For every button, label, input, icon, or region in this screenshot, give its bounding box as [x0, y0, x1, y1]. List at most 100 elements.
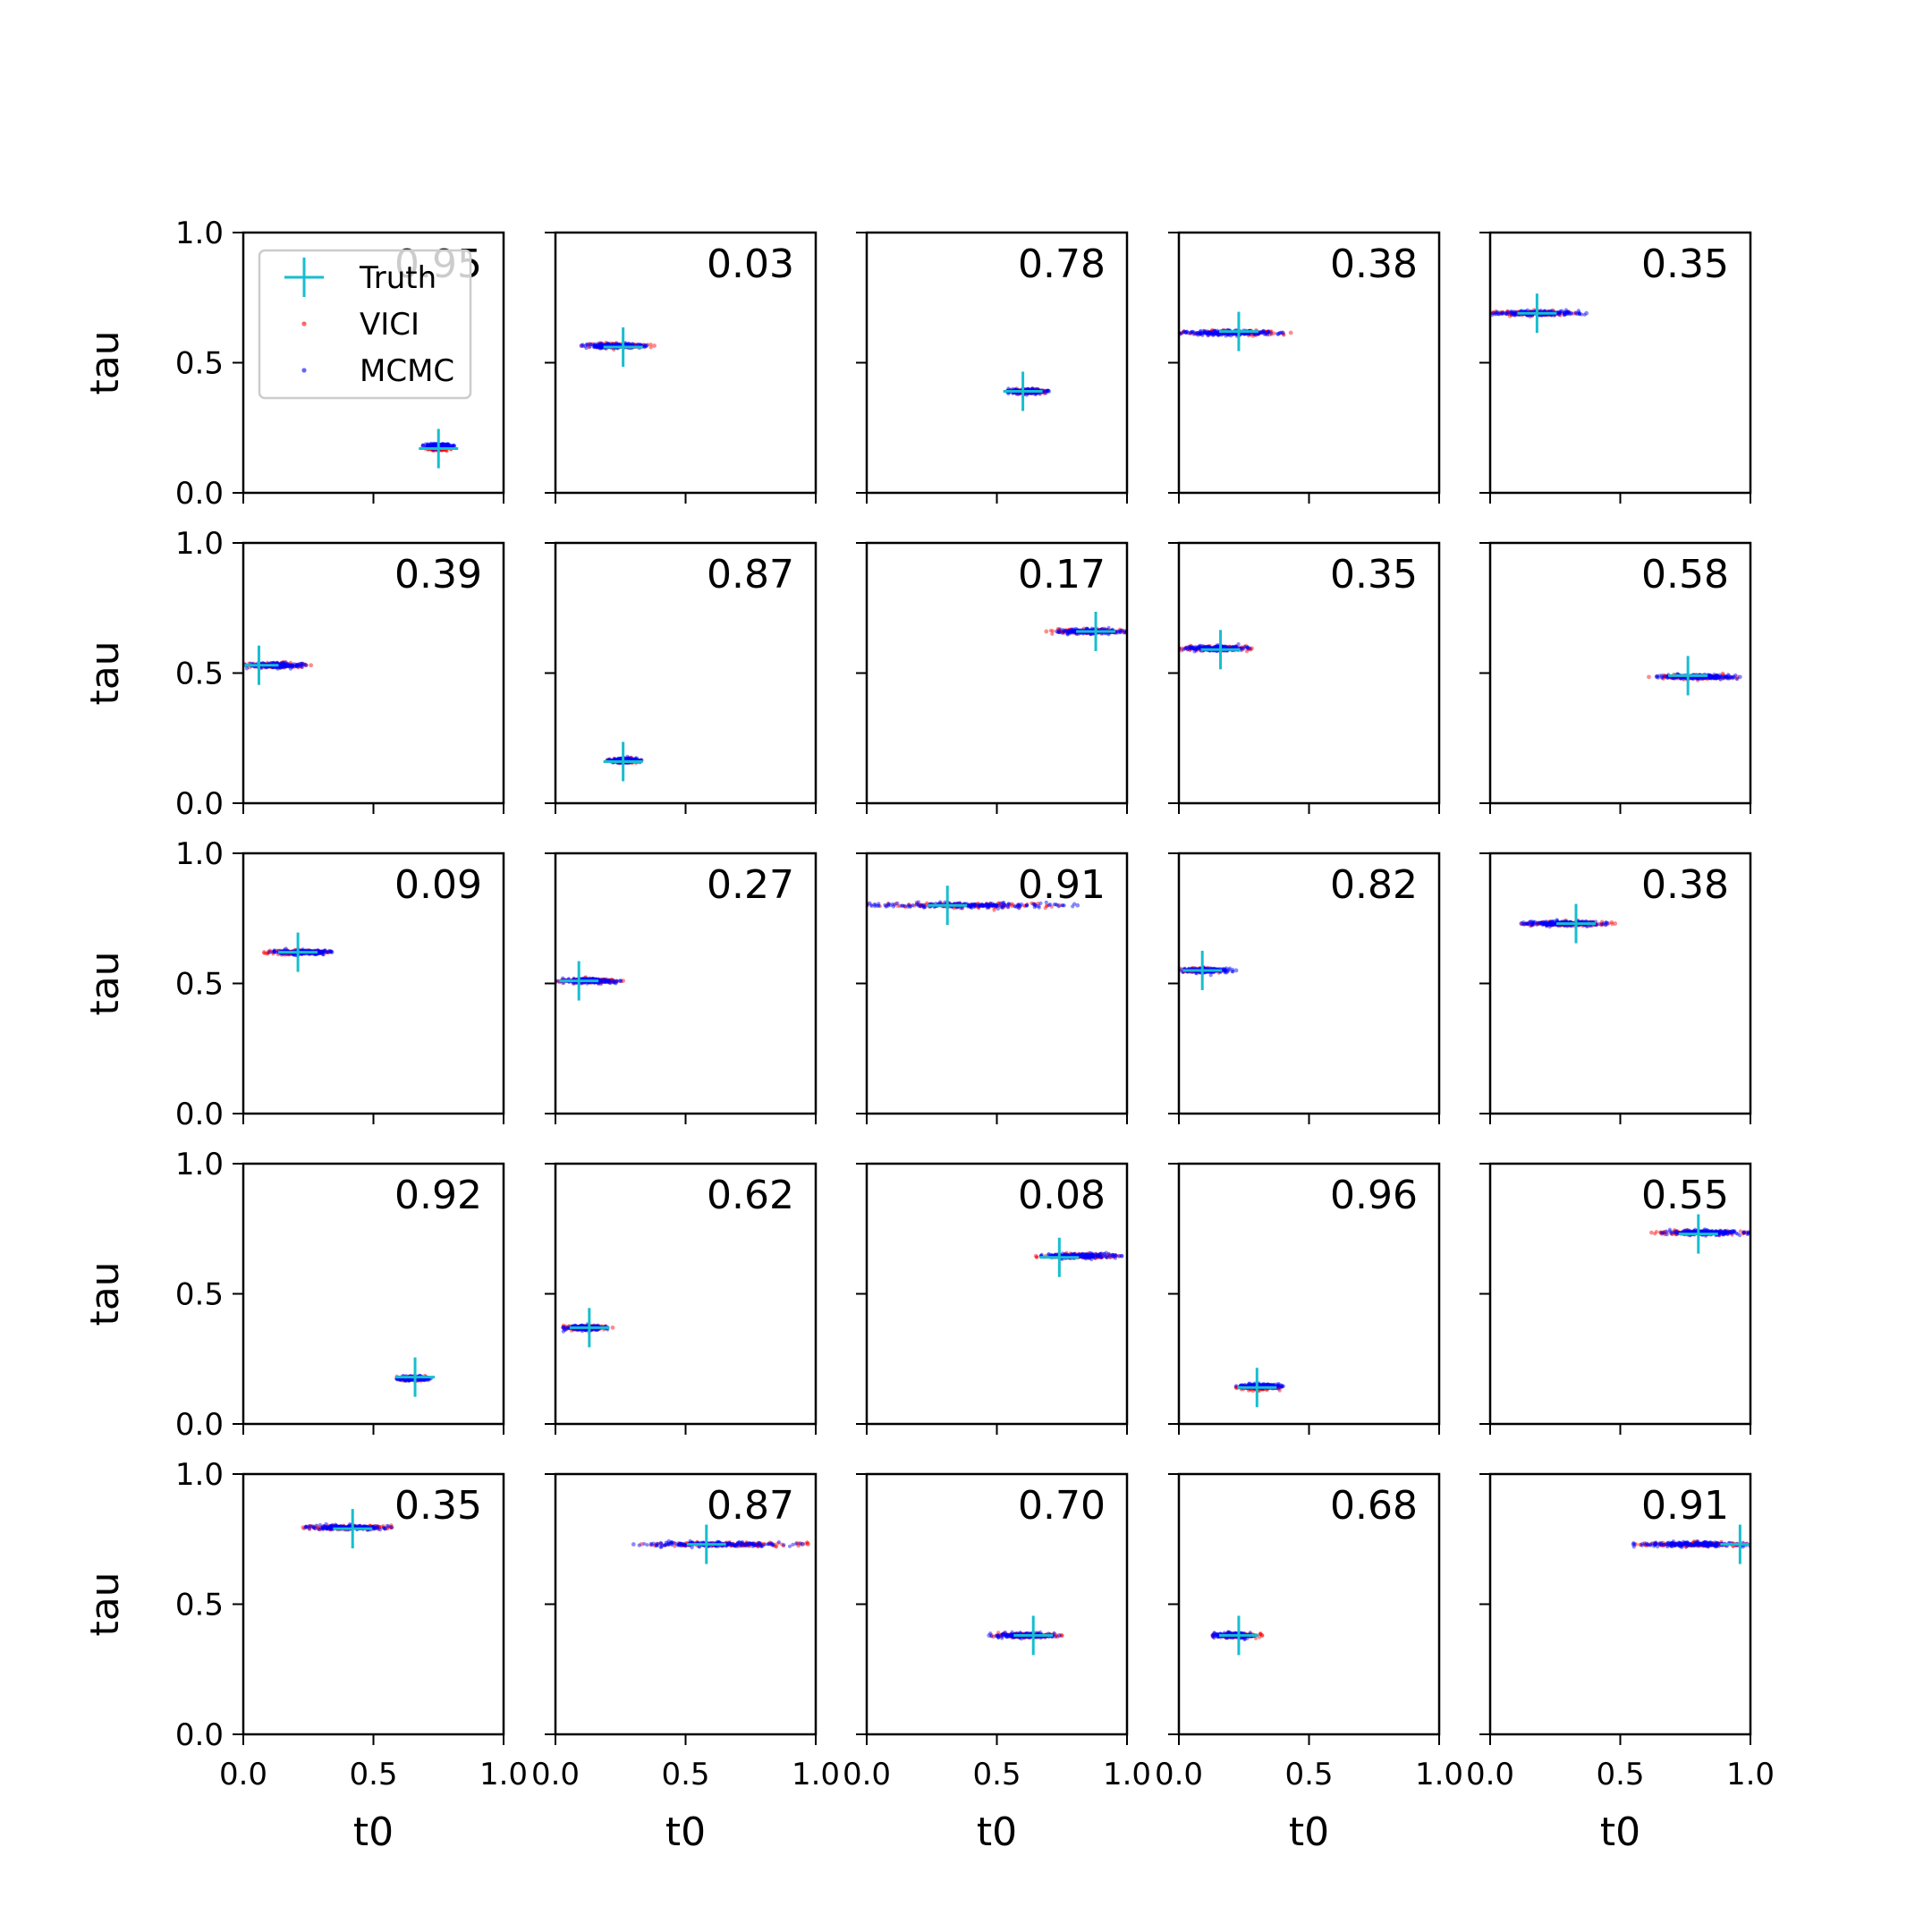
mcmc-samples-point	[1708, 674, 1713, 678]
vici-samples-point	[279, 661, 284, 665]
vici-samples-point	[1044, 629, 1049, 634]
vici-samples-point	[1212, 645, 1216, 649]
mcmc-samples-point	[285, 664, 290, 668]
vici-samples-point	[1243, 643, 1248, 648]
plot-area	[243, 645, 314, 685]
mcmc-samples-point	[1573, 310, 1578, 315]
vici-samples-point	[958, 901, 962, 905]
mcmc-samples-point	[1217, 333, 1222, 337]
vici-samples-point	[1056, 902, 1062, 908]
mcmc-samples-point	[1665, 675, 1670, 681]
vici-samples-point	[282, 663, 286, 667]
mcmc-samples-point	[1225, 332, 1230, 336]
mcmc-samples-point	[613, 757, 617, 761]
vici-samples-point	[599, 980, 604, 985]
mcmc-samples-point	[1718, 674, 1723, 679]
vici-samples-point	[282, 664, 287, 668]
mcmc-samples-point	[283, 664, 287, 669]
vici-samples-point	[285, 953, 290, 957]
mcmc-samples-point	[1214, 645, 1218, 649]
mcmc-samples-point	[1258, 330, 1264, 335]
mcmc-samples-point	[1205, 331, 1209, 336]
mcmc-samples-point	[1239, 332, 1243, 336]
vici-samples-point	[1201, 645, 1206, 649]
mcmc-samples-point	[1203, 329, 1208, 334]
mcmc-samples-point	[1277, 331, 1282, 335]
mcmc-samples-point	[1015, 903, 1021, 908]
mcmc-samples-point	[627, 757, 631, 761]
mcmc-samples-point	[1052, 902, 1056, 907]
mcmc-samples-point	[1724, 675, 1729, 680]
mcmc-samples-point	[873, 902, 877, 907]
vici-samples-point	[993, 905, 997, 910]
mcmc-samples-point	[642, 345, 647, 350]
vici-samples-point	[1222, 645, 1226, 649]
vici-samples-point	[606, 343, 610, 347]
vici-samples-point	[646, 343, 650, 347]
mcmc-samples-point	[1206, 330, 1210, 335]
vici-samples-point	[623, 757, 628, 761]
mcmc-samples-point	[1056, 630, 1062, 635]
mcmc-samples-point	[317, 949, 321, 953]
mcmc-samples-point	[1196, 645, 1200, 649]
vici-samples-point	[600, 977, 605, 982]
mcmc-samples-point	[1563, 312, 1567, 317]
mcmc-samples-point	[444, 444, 448, 448]
vici-samples-point	[1189, 643, 1193, 648]
mcmc-samples-point	[607, 343, 612, 347]
mcmc-samples-point	[1712, 675, 1716, 681]
mcmc-samples-point	[1728, 674, 1733, 680]
mcmc-samples-point	[599, 343, 604, 348]
vici-samples-point	[326, 950, 330, 955]
vici-samples-point	[1036, 386, 1040, 391]
mcmc-samples-point	[432, 443, 436, 447]
mcmc-samples-point	[1510, 312, 1514, 317]
vici-samples-point	[999, 902, 1004, 907]
vici-samples-point	[279, 663, 284, 668]
mcmc-samples-point	[1207, 329, 1211, 335]
mcmc-samples-point	[1189, 331, 1193, 335]
mcmc-samples-point	[1076, 631, 1080, 637]
vici-samples-point	[884, 903, 888, 908]
mcmc-samples-point	[277, 663, 282, 667]
vici-samples-point	[987, 905, 991, 910]
vici-samples-point	[275, 660, 280, 665]
mcmc-samples-point	[1657, 674, 1662, 678]
vici-samples-point	[1002, 903, 1006, 908]
vici-samples-point	[1194, 647, 1199, 651]
vici-samples-point	[922, 903, 927, 909]
mcmc-samples-point	[591, 343, 596, 348]
mcmc-samples-point	[328, 949, 334, 953]
vici-samples-point	[903, 904, 908, 910]
mcmc-samples-point	[969, 904, 973, 910]
mcmc-samples-point	[1707, 674, 1711, 680]
vici-samples-point	[648, 343, 653, 347]
vici-samples-point	[984, 903, 988, 909]
mcmc-samples-point	[884, 904, 888, 909]
mcmc-samples-point	[1024, 903, 1029, 908]
mcmc-samples-point	[1184, 646, 1189, 650]
mcmc-samples-point	[1275, 332, 1280, 336]
vici-samples-point	[608, 979, 613, 984]
vici-samples-point	[627, 757, 631, 761]
vici-samples-point	[960, 906, 964, 911]
vici-samples-point	[1703, 676, 1708, 681]
mcmc-samples-point	[606, 342, 610, 347]
mcmc-samples-point	[1563, 309, 1568, 314]
vici-samples-point	[1494, 309, 1498, 313]
mcmc-samples-point	[984, 903, 988, 908]
mcmc-samples-point	[443, 442, 447, 447]
mcmc-samples-point	[599, 346, 604, 351]
vici-samples-point	[1231, 644, 1235, 649]
vici-samples-point	[284, 662, 288, 667]
vici-samples-point	[981, 903, 986, 909]
vici-samples-point	[1067, 627, 1072, 632]
mcmc-samples-point	[987, 902, 992, 908]
vici-samples-point	[1221, 332, 1225, 336]
mcmc-samples-point	[1003, 903, 1007, 908]
vici-samples-point	[988, 903, 993, 908]
mcmc-samples-point	[1213, 331, 1217, 335]
vici-samples-point	[992, 908, 996, 912]
mcmc-samples-point	[1246, 332, 1250, 336]
vici-samples-point	[266, 951, 270, 955]
